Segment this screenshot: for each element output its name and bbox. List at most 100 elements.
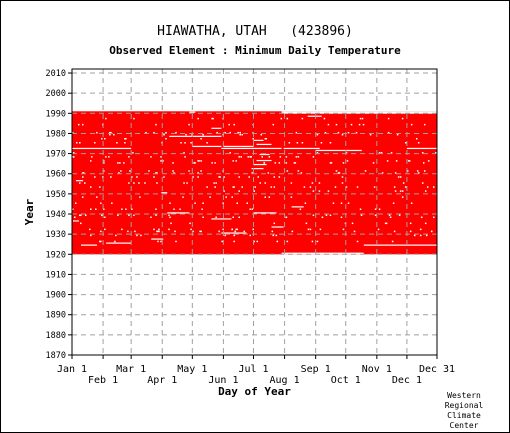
missing-day [136, 234, 138, 237]
missing-day [316, 152, 319, 154]
missing-day [103, 208, 105, 210]
missing-day [417, 142, 420, 144]
data-band [72, 111, 437, 255]
missing-day [294, 162, 297, 164]
missing-day [223, 190, 225, 192]
missing-day [318, 182, 321, 184]
missing-day [273, 176, 276, 178]
missing-day [307, 228, 310, 231]
missing-day [413, 234, 416, 237]
missing-day [120, 170, 122, 172]
missing-day [264, 137, 267, 140]
missing-day [378, 152, 381, 154]
x-tick-label: Dec 1 [392, 375, 422, 386]
x-tick-label: May 1 [177, 364, 207, 375]
missing-day [96, 131, 98, 134]
missing-day [145, 131, 147, 134]
missing-day [272, 234, 275, 237]
missing-day [169, 202, 171, 204]
missing-segment [211, 127, 222, 129]
missing-day [197, 117, 199, 120]
missing-day [218, 176, 220, 178]
missing-day [278, 162, 281, 164]
missing-day [290, 196, 293, 198]
missing-day [158, 230, 160, 233]
missing-day [100, 202, 102, 204]
missing-day [90, 160, 92, 162]
missing-day [134, 230, 136, 233]
missing-day [229, 131, 231, 134]
missing-day [85, 214, 87, 217]
missing-day [175, 131, 177, 134]
missing-day [225, 196, 227, 198]
y-tick-label: 1950 [46, 190, 66, 200]
missing-day [424, 222, 427, 225]
missing-day [76, 142, 78, 144]
missing-day [82, 172, 84, 174]
missing-day [260, 133, 263, 136]
missing-day [94, 176, 96, 178]
missing-day [394, 190, 397, 192]
missing-day [121, 228, 123, 231]
missing-day [341, 182, 344, 184]
missing-day [128, 182, 130, 184]
missing-day [100, 230, 102, 233]
missing-day [337, 131, 340, 134]
missing-day [79, 142, 81, 144]
missing-day [100, 240, 102, 243]
missing-day [432, 216, 435, 219]
x-tick-label: Apr 1 [147, 375, 177, 386]
missing-day [325, 214, 328, 217]
missing-day [380, 152, 383, 154]
y-tick-label: 1980 [46, 129, 66, 139]
missing-day [312, 156, 315, 158]
missing-day [304, 202, 307, 204]
missing-day [172, 170, 174, 172]
missing-day [264, 182, 267, 184]
missing-day [347, 202, 350, 204]
missing-day [91, 156, 93, 158]
missing-day [303, 186, 306, 188]
missing-segment [315, 149, 362, 152]
missing-day [386, 160, 389, 162]
missing-day [155, 172, 157, 174]
missing-day [301, 117, 304, 120]
missing-day [200, 170, 202, 172]
missing-day [274, 162, 277, 164]
x-tick-label: Dec 31 [419, 364, 455, 375]
missing-day [232, 216, 234, 219]
y-tick-label: 1960 [46, 170, 66, 180]
missing-day [84, 182, 86, 184]
missing-day [311, 182, 314, 184]
missing-day [408, 160, 411, 162]
x-tick-label: Jun 1 [208, 375, 238, 386]
missing-day [399, 190, 402, 192]
y-tick-label: 1940 [46, 210, 66, 220]
missing-day [288, 142, 291, 144]
missing-day [388, 214, 391, 217]
missing-day [268, 196, 271, 198]
missing-day [72, 156, 74, 158]
missing-day [341, 133, 344, 136]
missing-segment [73, 220, 80, 222]
missing-day [190, 228, 192, 231]
missing-day [213, 182, 215, 184]
missing-day [346, 160, 349, 162]
missing-day [391, 240, 394, 243]
missing-day [286, 170, 289, 172]
missing-day [257, 176, 260, 178]
x-tick-label: Sep 1 [301, 364, 331, 375]
missing-day [364, 170, 367, 172]
missing-day [312, 214, 315, 217]
missing-day [421, 152, 424, 154]
missing-day [340, 216, 343, 219]
missing-day [115, 234, 117, 237]
missing-segment [223, 145, 254, 148]
missing-day [342, 162, 345, 164]
missing-day [248, 176, 250, 178]
missing-day [190, 142, 192, 144]
missing-day [82, 123, 84, 126]
missing-day [409, 222, 412, 225]
missing-day [232, 186, 234, 188]
missing-day [404, 142, 407, 144]
